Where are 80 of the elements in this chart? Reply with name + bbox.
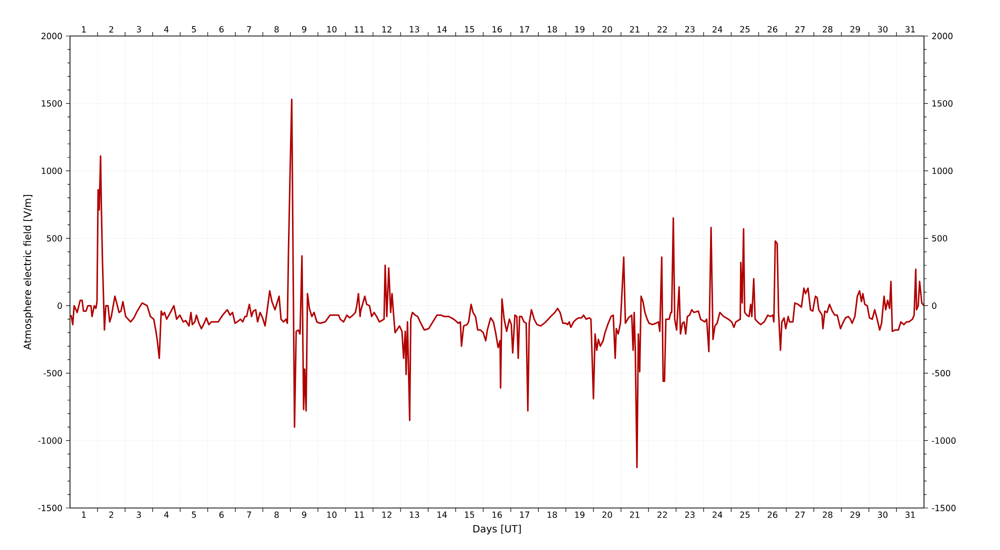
x2-tick-label: 10 <box>327 512 337 518</box>
x2-tick-label: 21 <box>630 512 640 518</box>
x-tick-label: 30 <box>878 26 888 32</box>
y2-tick-label: 1500 <box>932 100 953 107</box>
x-tick-label: 9 <box>302 26 306 32</box>
x2-tick-label: 2 <box>109 512 114 518</box>
x-tick-label: 6 <box>219 26 224 32</box>
x-tick-label: 20 <box>602 26 612 32</box>
x2-tick-label: 5 <box>192 512 196 518</box>
y-tick-label: 1000 <box>42 168 62 174</box>
y-tick-label: -1000 <box>38 437 62 444</box>
y2-tick-label: -500 <box>932 370 950 376</box>
y2-tick-label: 1000 <box>932 168 953 174</box>
y-tick-label: 1500 <box>42 100 62 107</box>
y2-tick-label: 500 <box>932 235 948 242</box>
x-tick-label: 22 <box>658 26 667 32</box>
x-tick-label: 19 <box>575 26 584 32</box>
x2-tick-label: 27 <box>795 512 805 518</box>
x2-tick-label: 6 <box>219 512 224 518</box>
x2-tick-label: 15 <box>465 512 474 518</box>
y-tick-label: 2000 <box>42 32 62 40</box>
y2-tick-label: 0 <box>932 302 936 309</box>
y-tick-label: 0 <box>58 302 62 309</box>
x-tick-label: 1 <box>82 26 86 32</box>
x2-tick-label: 1 <box>82 512 86 518</box>
x-tick-label: 29 <box>850 26 860 32</box>
x2-tick-label: 22 <box>658 512 667 518</box>
x-tick-label: 21 <box>630 26 640 32</box>
x-tick-label: 17 <box>520 26 530 32</box>
x-tick-label: 14 <box>437 26 447 32</box>
x2-tick-label: 24 <box>712 512 722 518</box>
x-tick-label: 7 <box>247 26 252 32</box>
x2-tick-label: 20 <box>602 512 612 518</box>
x2-tick-label: 28 <box>822 512 832 518</box>
x-tick-label: 12 <box>382 26 392 32</box>
x-tick-label: 10 <box>327 26 337 32</box>
x-tick-label: 4 <box>164 26 169 32</box>
x2-tick-label: 8 <box>274 512 279 518</box>
x-tick-label: 25 <box>740 26 750 32</box>
x-tick-label: 2 <box>109 26 114 32</box>
x2-tick-label: 26 <box>768 512 778 518</box>
x-tick-label: 13 <box>410 26 420 32</box>
x-tick-label: 3 <box>136 26 141 32</box>
x2-tick-label: 14 <box>437 512 447 518</box>
y-tick-label: -1500 <box>38 504 62 512</box>
x-axis-title: Days [UT] <box>473 524 521 534</box>
x2-tick-label: 18 <box>548 512 557 518</box>
x2-tick-label: 16 <box>492 512 502 518</box>
y2-tick-label: 2000 <box>932 32 953 40</box>
x2-tick-label: 12 <box>382 512 392 518</box>
x-tick-label: 26 <box>768 26 778 32</box>
x2-tick-label: 9 <box>302 512 306 518</box>
x2-tick-label: 19 <box>575 512 584 518</box>
x-tick-label: 27 <box>795 26 805 32</box>
y2-tick-label: -1000 <box>932 437 956 444</box>
x-tick-label: 16 <box>492 26 502 32</box>
y-axis-title: Atmosphere electric field [V/m] <box>23 195 34 350</box>
x2-tick-label: 25 <box>740 512 750 518</box>
x2-tick-label: 7 <box>247 512 252 518</box>
x-tick-label: 24 <box>712 26 722 32</box>
x2-tick-label: 4 <box>164 512 169 518</box>
x2-tick-label: 11 <box>354 512 364 518</box>
x-tick-label: 5 <box>192 26 196 32</box>
x2-tick-label: 30 <box>878 512 888 518</box>
y2-tick-label: -1500 <box>932 504 956 512</box>
x2-tick-label: 31 <box>905 512 915 518</box>
x-tick-label: 8 <box>274 26 279 32</box>
x-tick-label: 11 <box>354 26 364 32</box>
y-tick-label: 500 <box>46 235 62 242</box>
x2-tick-label: 29 <box>850 512 860 518</box>
y-tick-label: -500 <box>44 370 62 376</box>
x2-tick-label: 17 <box>520 512 530 518</box>
x-tick-label: 15 <box>465 26 474 32</box>
x-tick-label: 31 <box>905 26 915 32</box>
x-tick-label: 28 <box>822 26 832 32</box>
x-tick-label: 23 <box>685 26 695 32</box>
x2-tick-label: 3 <box>136 512 141 518</box>
x2-tick-label: 23 <box>685 512 695 518</box>
x-tick-label: 18 <box>548 26 557 32</box>
x2-tick-label: 13 <box>410 512 420 518</box>
